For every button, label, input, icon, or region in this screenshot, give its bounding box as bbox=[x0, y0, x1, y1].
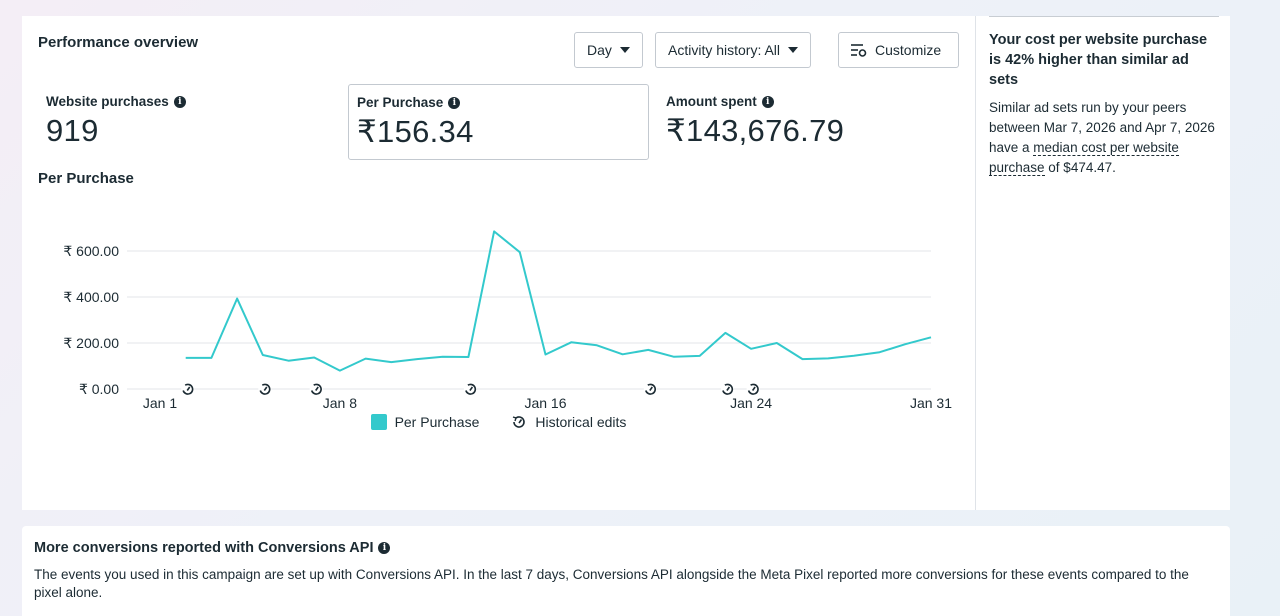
historical-edit-marker[interactable] bbox=[258, 382, 272, 396]
data-point[interactable] bbox=[465, 354, 471, 360]
data-point[interactable] bbox=[620, 351, 626, 357]
activity-history-label: Activity history: All bbox=[668, 42, 781, 58]
data-point[interactable] bbox=[902, 341, 908, 347]
historical-edit-marker[interactable] bbox=[720, 382, 734, 396]
metric-label: Amount spent bbox=[666, 94, 757, 109]
conversions-api-card: More conversions reported with Conversio… bbox=[22, 526, 1230, 616]
metric-value: ₹143,676.79 bbox=[666, 113, 845, 148]
data-point[interactable] bbox=[337, 368, 343, 374]
info-icon[interactable]: i bbox=[378, 542, 391, 554]
legend-label: Per Purchase bbox=[394, 414, 480, 430]
historical-edit-marker[interactable] bbox=[463, 382, 477, 396]
data-point[interactable] bbox=[414, 356, 420, 362]
history-icon bbox=[513, 416, 526, 428]
data-point[interactable] bbox=[697, 353, 703, 359]
historical-edit-marker[interactable] bbox=[643, 382, 657, 396]
activity-history-dropdown[interactable]: Activity history: All bbox=[655, 32, 812, 68]
data-point[interactable] bbox=[671, 354, 677, 360]
chart-legend: Per Purchase Historical edits bbox=[22, 414, 975, 430]
data-point[interactable] bbox=[234, 296, 240, 302]
data-point[interactable] bbox=[748, 346, 754, 352]
day-dropdown[interactable]: Day bbox=[574, 32, 643, 68]
insight-body: Similar ad sets run by your peers betwee… bbox=[989, 98, 1221, 178]
historical-edit-marker[interactable] bbox=[181, 382, 195, 396]
legend-label: Historical edits bbox=[535, 414, 627, 430]
data-point[interactable] bbox=[825, 355, 831, 361]
chart-title: Per Purchase bbox=[38, 170, 134, 187]
metric-value: ₹156.34 bbox=[357, 114, 474, 149]
metric-label: Website purchases bbox=[46, 94, 169, 109]
metric-value: 919 bbox=[46, 113, 99, 148]
data-point[interactable] bbox=[774, 340, 780, 346]
chevron-down-icon bbox=[788, 47, 799, 53]
data-point[interactable] bbox=[877, 349, 883, 355]
x-tick-label: Jan 31 bbox=[910, 395, 952, 411]
data-point[interactable] bbox=[388, 359, 394, 365]
legend-item-per-purchase[interactable]: Per Purchase bbox=[370, 414, 480, 430]
conversions-title: More conversions reported with Conversio… bbox=[34, 540, 374, 556]
metric-website-purchases[interactable]: Website purchases i 919 bbox=[38, 84, 328, 160]
metric-amount-spent[interactable]: Amount spent i ₹143,676.79 bbox=[658, 84, 958, 160]
divider bbox=[989, 16, 1219, 17]
metric-label: Per Purchase bbox=[357, 95, 444, 110]
conversions-body: The events you used in this campaign are… bbox=[34, 567, 1189, 600]
y-tick-label: ₹ 600.00 bbox=[63, 243, 119, 259]
data-point[interactable] bbox=[928, 334, 934, 340]
insight-text: of $474.47. bbox=[1044, 160, 1116, 175]
data-point[interactable] bbox=[722, 330, 728, 336]
data-point[interactable] bbox=[363, 356, 369, 362]
data-point[interactable] bbox=[568, 339, 574, 345]
metric-per-purchase[interactable]: Per Purchase i ₹156.34 bbox=[348, 84, 649, 160]
performance-overview-card: Performance overview Day Activity histor… bbox=[22, 16, 975, 510]
data-point[interactable] bbox=[543, 352, 549, 358]
data-point[interactable] bbox=[491, 228, 497, 234]
insight-title: Your cost per website purchase is 42% hi… bbox=[989, 32, 1208, 88]
data-point[interactable] bbox=[286, 358, 292, 364]
data-point[interactable] bbox=[800, 356, 806, 362]
data-point[interactable] bbox=[208, 355, 214, 361]
historical-edit-marker[interactable] bbox=[309, 382, 323, 396]
chevron-down-icon bbox=[619, 47, 630, 53]
insight-card: Your cost per website purchase is 42% hi… bbox=[975, 16, 1230, 510]
day-dropdown-label: Day bbox=[587, 42, 612, 58]
legend-item-historical-edits[interactable]: Historical edits bbox=[511, 414, 626, 430]
historical-edit-marker[interactable] bbox=[746, 382, 760, 396]
data-point[interactable] bbox=[440, 354, 446, 360]
customize-settings-icon bbox=[851, 44, 867, 57]
x-tick-label: Jan 1 bbox=[143, 395, 177, 411]
customize-label: Customize bbox=[875, 42, 942, 58]
x-tick-label: Jan 24 bbox=[730, 395, 772, 411]
data-point[interactable] bbox=[851, 353, 857, 359]
customize-button[interactable]: Customize bbox=[838, 32, 959, 68]
per-purchase-line-chart: ₹ 0.00 ₹ 200.00 ₹ 400.00 ₹ 600.00 Jan 1 Jan 8… bbox=[63, 228, 952, 411]
data-point[interactable] bbox=[645, 347, 651, 353]
legend-swatch bbox=[370, 414, 387, 430]
data-point[interactable] bbox=[311, 354, 317, 360]
x-tick-label: Jan 16 bbox=[524, 395, 566, 411]
y-tick-label: ₹ 0.00 bbox=[79, 381, 119, 397]
data-point[interactable] bbox=[260, 352, 266, 358]
median-cost-link[interactable]: median cost per website purchase bbox=[989, 140, 1179, 176]
x-tick-label: Jan 8 bbox=[323, 395, 357, 411]
info-icon[interactable]: i bbox=[173, 95, 186, 108]
y-tick-label: ₹ 400.00 bbox=[63, 289, 119, 305]
series-line-per-purchase bbox=[185, 230, 932, 372]
insight-text: Similar ad sets run by your peers betwee… bbox=[989, 100, 1215, 155]
info-icon[interactable]: i bbox=[448, 96, 461, 109]
data-point[interactable] bbox=[183, 355, 189, 361]
info-icon[interactable]: i bbox=[761, 95, 774, 108]
data-point[interactable] bbox=[594, 342, 600, 348]
data-point[interactable] bbox=[517, 249, 523, 255]
y-tick-label: ₹ 200.00 bbox=[63, 335, 119, 351]
performance-overview-title: Performance overview bbox=[38, 34, 199, 51]
